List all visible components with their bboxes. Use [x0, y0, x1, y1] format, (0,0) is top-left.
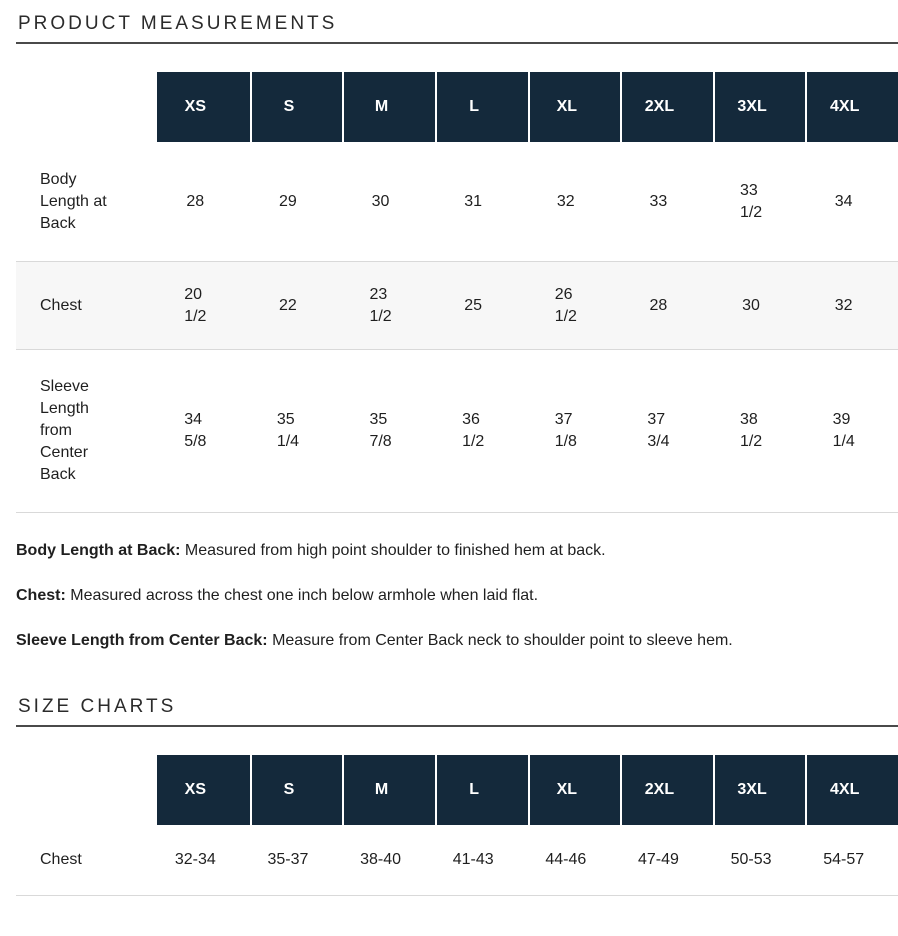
measurement-value-cell: 26 1/2	[527, 262, 621, 350]
row-label-chest: Chest	[16, 825, 157, 896]
size-header-xl: XL	[527, 72, 621, 142]
table-row-chest-range: Chest 32-34 35-37 38-40 41-43 44-46 47-4…	[16, 825, 898, 896]
definition-sleeve-length: Sleeve Length from Center Back: Measure …	[16, 629, 878, 653]
measurement-value-cell: 33	[620, 142, 713, 262]
definition-text: Measure from Center Back neck to shoulde…	[272, 632, 733, 649]
row-label-sleeve-length: Sleeve Length from Center Back	[16, 350, 157, 513]
definition-term: Sleeve Length from Center Back:	[16, 632, 268, 649]
measurement-definitions: Body Length at Back: Measured from high …	[16, 539, 898, 653]
size-header-l: L	[434, 755, 528, 825]
definition-body-length: Body Length at Back: Measured from high …	[16, 539, 878, 563]
row-label-chest: Chest	[16, 262, 157, 350]
size-chart-table: XS S M L XL 2XL 3XL 4XL Chest 32-34 35-3…	[16, 755, 898, 896]
size-header-4xl: 4XL	[805, 72, 898, 142]
size-header-2xl: 2XL	[620, 72, 713, 142]
size-header-s: S	[249, 72, 343, 142]
size-charts-heading: SIZE CHARTS	[16, 683, 898, 727]
measurement-value-cell: 34	[805, 142, 898, 262]
measurement-value-cell: 36 1/2	[434, 350, 528, 513]
size-header-spacer	[16, 755, 157, 825]
size-range-cell: 35-37	[249, 825, 343, 896]
measurement-value-cell: 32	[805, 262, 898, 350]
measurement-value-cell: 23 1/2	[342, 262, 435, 350]
measurement-value-cell: 28	[157, 142, 250, 262]
size-range-cell: 38-40	[342, 825, 435, 896]
size-header-s: S	[249, 755, 343, 825]
measurement-value-cell: 22	[249, 262, 343, 350]
measurement-value-cell: 37 3/4	[620, 350, 713, 513]
row-label-body-length: Body Length at Back	[16, 142, 157, 262]
measurement-value-cell: 39 1/4	[805, 350, 898, 513]
size-range-cell: 54-57	[805, 825, 898, 896]
size-header-l: L	[434, 72, 528, 142]
product-measurements-table: XS S M L XL 2XL 3XL 4XL Body Length at B…	[16, 72, 898, 513]
size-header-xs: XS	[157, 72, 250, 142]
size-range-cell: 44-46	[527, 825, 621, 896]
measurement-value-cell: 32	[527, 142, 621, 262]
size-header-3xl: 3XL	[712, 72, 806, 142]
size-guide-page: PRODUCT MEASUREMENTS XS S M L XL 2XL 3XL…	[16, 0, 898, 896]
measurement-value-cell: 20 1/2	[157, 262, 250, 350]
size-range-cell: 32-34	[157, 825, 250, 896]
definition-term: Chest:	[16, 587, 66, 604]
size-range-cell: 41-43	[434, 825, 528, 896]
definition-chest: Chest: Measured across the chest one inc…	[16, 584, 878, 608]
size-header-3xl: 3XL	[712, 755, 806, 825]
measurement-value-cell: 25	[434, 262, 528, 350]
size-range-cell: 47-49	[620, 825, 713, 896]
size-header-m: M	[342, 72, 435, 142]
size-header-row: XS S M L XL 2XL 3XL 4XL	[16, 72, 898, 142]
measurement-value-cell: 37 1/8	[527, 350, 621, 513]
product-measurements-heading: PRODUCT MEASUREMENTS	[16, 0, 898, 44]
measurement-value-cell: 35 1/4	[249, 350, 343, 513]
table-row-chest: Chest 20 1/2 22 23 1/2 25 26 1/2 28 30 3…	[16, 262, 898, 350]
measurement-value-cell: 28	[620, 262, 713, 350]
measurement-value-cell: 33 1/2	[712, 142, 806, 262]
measurement-value-cell: 34 5/8	[157, 350, 250, 513]
size-header-2xl: 2XL	[620, 755, 713, 825]
size-range-cell: 50-53	[712, 825, 806, 896]
measurement-value-cell: 35 7/8	[342, 350, 435, 513]
size-header-row: XS S M L XL 2XL 3XL 4XL	[16, 755, 898, 825]
definition-term: Body Length at Back:	[16, 542, 181, 559]
size-header-spacer	[16, 72, 157, 142]
table-row-body-length: Body Length at Back 28 29 30 31 32 33 33…	[16, 142, 898, 262]
size-header-m: M	[342, 755, 435, 825]
size-header-xs: XS	[157, 755, 250, 825]
measurement-value-cell: 30	[712, 262, 806, 350]
definition-text: Measured across the chest one inch below…	[70, 587, 539, 604]
definition-text: Measured from high point shoulder to fin…	[184, 542, 606, 559]
measurement-value-cell: 29	[249, 142, 343, 262]
size-header-4xl: 4XL	[805, 755, 898, 825]
measurement-value-cell: 30	[342, 142, 435, 262]
measurement-value-cell: 31	[434, 142, 528, 262]
size-header-xl: XL	[527, 755, 621, 825]
measurement-value-cell: 38 1/2	[712, 350, 806, 513]
table-row-sleeve-length: Sleeve Length from Center Back 34 5/8 35…	[16, 350, 898, 513]
